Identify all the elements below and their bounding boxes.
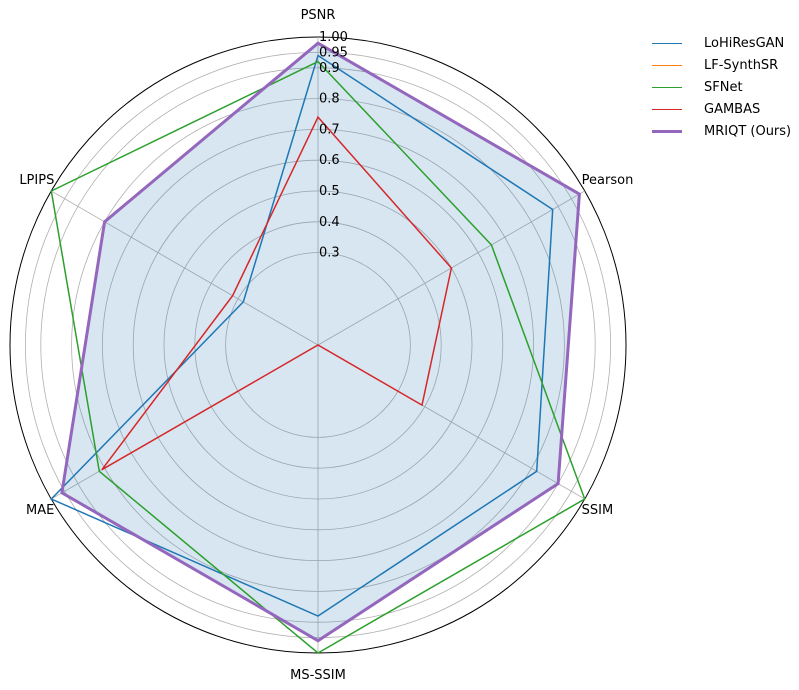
radial-tick-label: 0.3	[319, 246, 340, 261]
series-line	[50, 60, 586, 654]
radial-tick-label: 0.5	[319, 184, 340, 199]
axis-spoke	[51, 190, 319, 346]
axis-label-mae: MAE	[26, 503, 54, 518]
legend: LoHiResGAN LF-SynthSR SFNet GAMBAS MRIQT…	[652, 32, 791, 142]
radial-tick-label: 0.95	[319, 45, 348, 60]
legend-item-gambas: GAMBAS	[652, 98, 791, 120]
axis-labels: PSNR Pearson SSIM MS-SSIM MAE LPIPS	[19, 8, 633, 683]
radial-tick-label: 0.8	[319, 92, 340, 107]
radial-tick-labels: 0.3 0.4 0.5 0.6 0.7 0.8 0.90.951.00	[319, 30, 348, 261]
legend-item-sfnet: SFNet	[652, 76, 791, 98]
series-line	[50, 54, 554, 617]
series-line	[101, 115, 453, 471]
axis-label-pearson: Pearson	[582, 173, 634, 188]
axis-label-ssim: SSIM	[582, 503, 614, 518]
legend-swatch-gambas	[652, 108, 682, 110]
legend-label: GAMBAS	[704, 101, 761, 117]
legend-swatch-mriqt	[652, 129, 682, 133]
legend-swatch-lohiresgan	[652, 42, 682, 44]
legend-item-mriqt: MRIQT (Ours)	[652, 120, 791, 142]
axis-label-psnr: PSNR	[301, 8, 336, 23]
axis-label-ms-ssim: MS-SSIM	[290, 668, 346, 683]
legend-swatch-lf-synthsr	[652, 64, 682, 66]
legend-label: MRIQT (Ours)	[704, 123, 792, 139]
radial-tick-label: 0.7	[319, 122, 340, 137]
radial-tick-label: 0.4	[319, 215, 340, 230]
radial-tick-label: 1.00	[319, 30, 348, 45]
radial-tick-label: 0.6	[319, 153, 340, 168]
legend-label: SFNet	[704, 79, 743, 95]
series-fill-area	[61, 43, 580, 641]
series-fill	[61, 43, 580, 641]
legend-label: LoHiResGAN	[704, 35, 785, 51]
legend-item-lohiresgan: LoHiResGAN	[652, 32, 791, 54]
axis-label-lpips: LPIPS	[19, 173, 54, 188]
series-line	[60, 41, 581, 643]
legend-label: LF-SynthSR	[704, 57, 779, 73]
legend-swatch-sfnet	[652, 86, 682, 88]
legend-item-lf-synthsr: LF-SynthSR	[652, 54, 791, 76]
radial-tick-label: 0.9	[319, 61, 340, 76]
series-lines	[50, 41, 586, 654]
